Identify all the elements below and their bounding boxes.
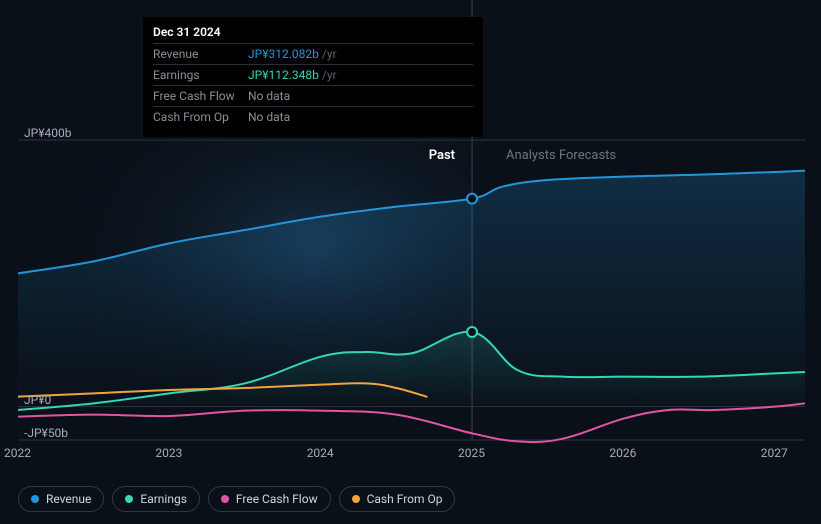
chart-legend: Revenue Earnings Free Cash Flow Cash From O… — [18, 486, 455, 512]
tooltip-row: RevenueJP¥312.082b/yr — [153, 43, 473, 64]
legend-dot-icon — [352, 495, 360, 503]
tooltip-row: Free Cash FlowNo data — [153, 85, 473, 106]
tooltip-row-label: Cash From Op — [153, 110, 248, 124]
x-axis-tick-label: 2023 — [155, 446, 182, 460]
x-axis-tick-label: 2026 — [609, 446, 636, 460]
tooltip-row-value: JP¥112.348b/yr — [248, 68, 337, 82]
chart-tooltip: Dec 31 2024 RevenueJP¥312.082b/yrEarning… — [143, 17, 483, 137]
tooltip-row-label: Free Cash Flow — [153, 89, 248, 103]
tooltip-row-label: Revenue — [153, 47, 248, 61]
tooltip-row-value: JP¥312.082b/yr — [248, 47, 337, 61]
legend-item-label: Revenue — [46, 492, 91, 506]
forecast-label: Analysts Forecasts — [506, 148, 616, 163]
x-axis-tick-label: 2025 — [458, 446, 485, 460]
tooltip-row: EarningsJP¥112.348b/yr — [153, 64, 473, 85]
tooltip-row: Cash From OpNo data — [153, 106, 473, 127]
y-axis-tick-label: JP¥400b — [24, 126, 71, 140]
tooltip-row-value: No data — [248, 89, 293, 103]
legend-item-label: Earnings — [140, 492, 187, 506]
y-axis-tick-label: JP¥0 — [24, 393, 51, 407]
tooltip-row-label: Earnings — [153, 68, 248, 82]
legend-item-fcf[interactable]: Free Cash Flow — [208, 486, 331, 512]
legend-item-earnings[interactable]: Earnings — [112, 486, 200, 512]
legend-dot-icon — [125, 495, 133, 503]
tooltip-row-unit: /yr — [322, 47, 337, 61]
x-axis-tick-label: 2022 — [4, 446, 31, 460]
tooltip-row-unit: /yr — [322, 68, 337, 82]
legend-dot-icon — [221, 495, 229, 503]
x-axis-tick-label: 2024 — [307, 446, 334, 460]
past-label: Past — [429, 148, 455, 163]
legend-item-revenue[interactable]: Revenue — [18, 486, 104, 512]
tooltip-date: Dec 31 2024 — [153, 25, 473, 43]
legend-dot-icon — [31, 495, 39, 503]
y-axis-tick-label: -JP¥50b — [24, 426, 68, 440]
legend-item-label: Cash From Op — [367, 492, 443, 506]
legend-item-label: Free Cash Flow — [236, 492, 318, 506]
x-axis-tick-label: 2027 — [761, 446, 788, 460]
legend-item-cfo[interactable]: Cash From Op — [339, 486, 456, 512]
tooltip-row-value: No data — [248, 110, 293, 124]
